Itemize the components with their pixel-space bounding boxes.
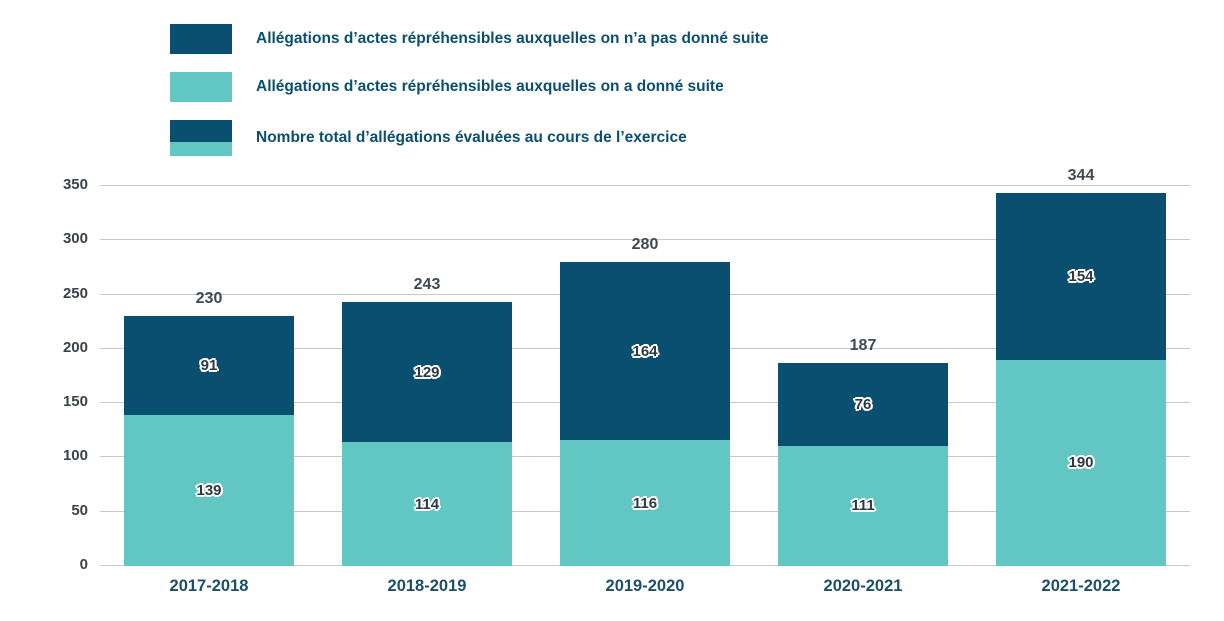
segment-followed-up: 114	[342, 442, 512, 566]
legend-swatch-dark-icon	[170, 24, 232, 54]
gridline	[100, 185, 1190, 186]
y-axis-tick-label: 150	[62, 393, 88, 411]
segment-value-label: 76	[854, 395, 872, 413]
bars-container: 230 91 139 243 129 114 280 164 116 187 76 111 344 154…	[100, 167, 1190, 566]
legend-item-followed-up: Allégations d’actes répréhensibles auxqu…	[170, 72, 769, 102]
plot-area: 0 50 100 150 200 250 300 350 230 91 139 243 129 114 28…	[63, 167, 1190, 573]
bar-2017-2018: 230 91 139	[124, 290, 294, 566]
segment-value-label: 129	[414, 363, 440, 381]
x-axis-label: 2018-2019	[387, 577, 467, 595]
legend-swatch-teal-icon	[170, 72, 232, 102]
total-label: 187	[849, 337, 877, 354]
x-axis-label: 2019-2020	[605, 577, 685, 595]
segment-not-followed-up: 91	[124, 316, 294, 416]
segment-value-label: 111	[851, 497, 875, 515]
legend-label: Allégations d’actes répréhensibles auxqu…	[256, 30, 769, 47]
segment-followed-up: 111	[778, 445, 948, 566]
y-axis-tick-label: 300	[62, 230, 88, 248]
segment-value-label: 139	[196, 482, 222, 500]
segment-not-followed-up: 154	[996, 192, 1166, 360]
bar-2019-2020: 280 164 116	[560, 236, 730, 566]
chart-legend: Allégations d’actes répréhensibles auxqu…	[170, 24, 769, 156]
total-label: 230	[195, 290, 223, 308]
segment-value-label: 190	[1068, 454, 1094, 472]
total-label: 344	[1067, 166, 1095, 184]
segment-followed-up: 139	[124, 415, 294, 566]
y-axis-tick-label: 350	[62, 176, 88, 193]
segment-followed-up: 116	[560, 440, 730, 566]
total-label: 280	[631, 236, 659, 254]
segment-not-followed-up: 76	[778, 363, 948, 446]
bar-2021-2022: 344 154 190	[996, 167, 1166, 566]
total-label: 243	[413, 276, 441, 294]
y-axis-tick-label: 0	[79, 556, 88, 573]
x-axis-label: 2017-2018	[169, 577, 249, 595]
legend-swatch-stacked-teal-part	[170, 141, 232, 156]
legend-swatch-stacked-dark-part	[170, 120, 232, 142]
segment-not-followed-up: 129	[342, 302, 512, 443]
segment-value-label: 114	[414, 495, 440, 513]
x-axis-label: 2020-2021	[823, 577, 903, 595]
legend-item-not-followed-up: Allégations d’actes répréhensibles auxqu…	[170, 24, 769, 54]
segment-value-label: 164	[632, 342, 658, 360]
legend-item-total: Nombre total d’allégations évaluées au c…	[170, 120, 769, 156]
bar-2018-2019: 243 129 114	[342, 276, 512, 566]
x-axis-label: 2021-2022	[1041, 577, 1121, 595]
y-axis-tick-label: 100	[62, 447, 88, 465]
segment-value-label: 91	[200, 357, 218, 375]
legend-label: Nombre total d’allégations évaluées au c…	[256, 129, 687, 146]
legend-label: Allégations d’actes répréhensibles auxqu…	[256, 78, 724, 95]
y-axis-tick-label: 200	[62, 338, 88, 356]
segment-not-followed-up: 164	[560, 262, 730, 441]
segment-followed-up: 190	[996, 359, 1166, 566]
bar-2020-2021: 187 76 111	[778, 337, 948, 566]
segment-value-label: 154	[1068, 267, 1094, 285]
segment-value-label: 116	[632, 494, 658, 512]
stacked-bar-chart: 0 50 100 150 200 250 300 350 230 91 139 243 129 114 28…	[63, 167, 1190, 596]
legend-swatch-stacked-icon	[170, 120, 232, 156]
gridline	[100, 239, 1190, 241]
y-axis-tick-label: 50	[71, 501, 88, 519]
y-axis-tick-label: 250	[62, 284, 88, 302]
x-axis: 2017-2018 2018-2019 2019-2020 2020-2021 2021…	[100, 577, 1190, 596]
